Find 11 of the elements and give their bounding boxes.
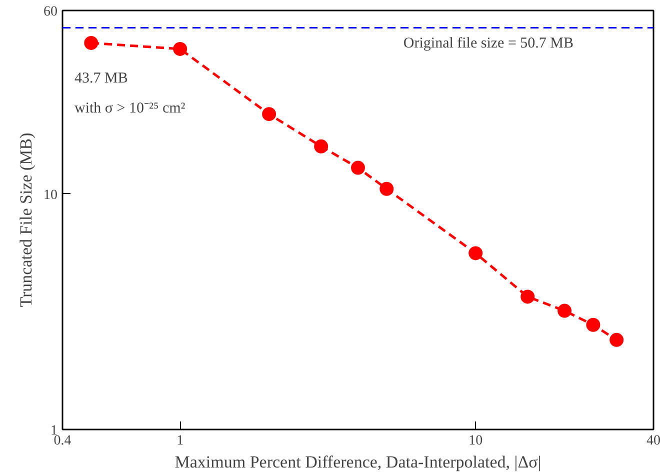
y-axis-title: Truncated File Size (MB)	[16, 132, 36, 308]
x-tick-label: 0.4	[54, 434, 72, 448]
annotation: with σ > 10⁻²⁵ cm²	[74, 100, 186, 116]
y-tick-label: 10	[44, 188, 58, 203]
x-tick-label: 10	[468, 434, 483, 448]
x-tick-label: 1	[176, 434, 184, 448]
y-tick-label: 60	[44, 4, 58, 20]
x-tick-label: 40	[646, 434, 660, 448]
x-axis-title: Maximum Percent Difference, Data-Interpolated, |Δσ|	[174, 452, 542, 472]
ref-line-label: Original file size = 50.7 MB	[403, 36, 574, 52]
annotation: 43.7 MB	[74, 70, 128, 86]
